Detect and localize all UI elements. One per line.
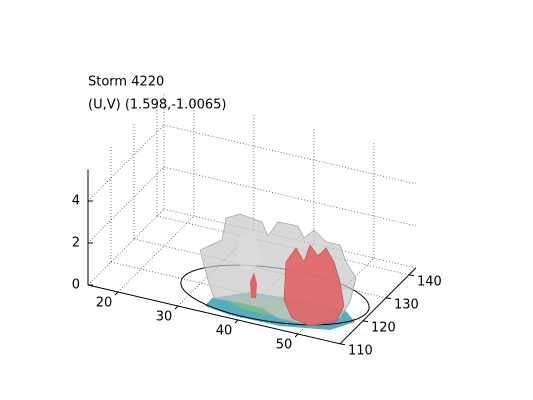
y-tick [408, 274, 415, 277]
y-tick-label: 110 [348, 343, 373, 358]
z-tick-label: 0 [72, 278, 80, 293]
gray-isosurface-inner [236, 232, 262, 272]
grid-line [87, 124, 165, 202]
z-tick-label: 2 [72, 236, 80, 251]
x-tick-label: 20 [96, 296, 113, 311]
chart-title: Storm 4220 [88, 75, 164, 90]
isosurfaces [180, 213, 370, 330]
y-tick [385, 297, 392, 300]
y-tick [339, 343, 346, 346]
x-tick [174, 305, 179, 310]
y-tick-label: 130 [394, 297, 419, 312]
y-tick-label: 140 [417, 274, 442, 289]
red-isosurface-small [250, 272, 257, 298]
axes: 20 30 40 50 110 120 130 140 0 2 4 [72, 169, 442, 358]
grid-line [87, 166, 165, 244]
x-tick [234, 319, 239, 324]
red-isosurface [283, 244, 345, 327]
x-tick [114, 291, 119, 296]
y-tick-label: 120 [371, 320, 396, 335]
x-tick-label: 30 [156, 310, 173, 325]
grid-line [163, 166, 416, 227]
x-tick [294, 333, 299, 338]
y-tick [362, 320, 369, 323]
grid-line [163, 124, 416, 185]
z-tick-label: 4 [72, 194, 80, 209]
grid-line [87, 208, 165, 286]
y-axis [339, 267, 417, 345]
grid-line [117, 215, 195, 293]
x-tick-label: 40 [216, 324, 233, 339]
x-tick-label: 50 [276, 338, 293, 353]
